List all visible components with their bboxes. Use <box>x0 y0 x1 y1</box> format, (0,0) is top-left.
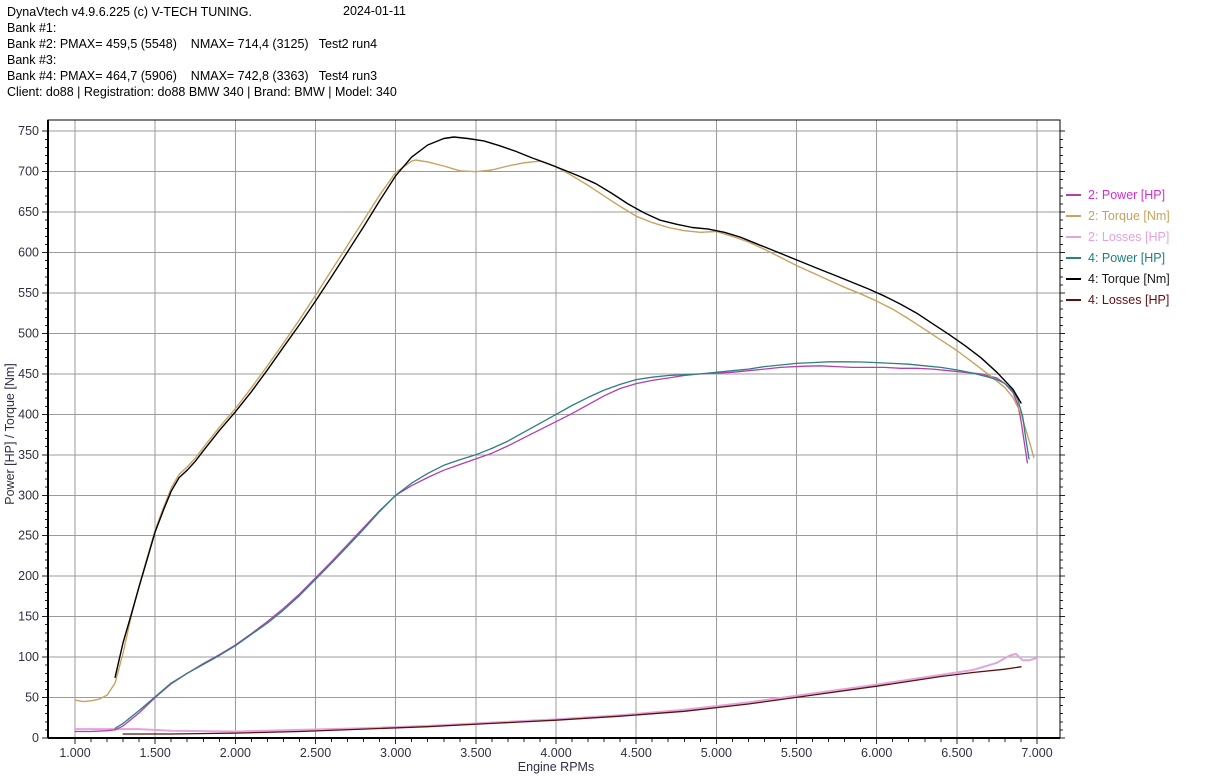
legend-label: 2: Losses [HP] <box>1088 229 1170 244</box>
y-tick-label: 200 <box>18 569 39 583</box>
y-tick-label: 100 <box>18 650 39 664</box>
bank3-line: Bank #3: <box>7 53 57 67</box>
x-tick-label: 1.500 <box>140 746 171 760</box>
plot-border <box>47 119 1061 739</box>
y-tick-label: 400 <box>18 407 39 421</box>
legend-label: 4: Power [HP] <box>1088 250 1166 265</box>
app-title: DynaVtech v4.9.6.225 (c) V-TECH TUNING. <box>7 5 252 19</box>
dyno-curves <box>74 136 1038 735</box>
y-tick-label: 150 <box>18 610 39 624</box>
x-tick-label: 4.000 <box>540 746 571 760</box>
legend-item-2-power-hp-[interactable]: 2: Power [HP] <box>1066 184 1212 205</box>
client-line: Client: do88 | Registration: do88 BMW 34… <box>7 85 397 99</box>
y-tick-label: 600 <box>18 246 39 260</box>
plot-frame <box>47 119 1061 739</box>
legend-item-2-losses-hp-[interactable]: 2: Losses [HP] <box>1066 226 1212 247</box>
x-tick-label: 5.000 <box>701 746 732 760</box>
legend-line-swatch <box>1066 277 1081 280</box>
legend-label: 4: Torque [Nm] <box>1088 271 1170 286</box>
legend-label: 2: Power [HP] <box>1088 187 1166 202</box>
grid-lines <box>48 120 1060 738</box>
legend-line-swatch <box>1066 235 1081 238</box>
y-tick-label: 700 <box>18 165 39 179</box>
x-tick-label: 6.500 <box>941 746 972 760</box>
y-tick-label: 0 <box>32 731 39 745</box>
x-tick-label: 3.000 <box>380 746 411 760</box>
y-tick-label: 50 <box>25 691 39 705</box>
x-tick-label: 1.000 <box>59 746 90 760</box>
y-tick-label: 550 <box>18 286 39 300</box>
legend-label: 4: Losses [HP] <box>1088 292 1170 307</box>
series-line-4-losses-hp- <box>122 666 1022 735</box>
x-tick-label: 4.500 <box>621 746 652 760</box>
x-tick-label: 3.500 <box>460 746 491 760</box>
x-tick-label: 5.500 <box>781 746 812 760</box>
y-tick-label: 300 <box>18 488 39 502</box>
chart-legend: 2: Power [HP] 2: Torque [Nm] 2: Losses [HP… <box>1066 184 1212 310</box>
series-line-4-torque-nm- <box>114 136 1022 678</box>
series-line-2-power-hp- <box>74 365 1029 733</box>
y-tick-label: 350 <box>18 448 39 462</box>
legend-line-swatch <box>1066 214 1081 217</box>
legend-line-swatch <box>1066 256 1081 259</box>
tick-labels: 1.000 1.500 2.000 2.500 3.000 3.500 4.000 4.500… <box>18 124 1053 760</box>
y-tick-label: 650 <box>18 205 39 219</box>
y-axis-label: Power [HP] / Torque [Nm] <box>3 363 17 505</box>
y-tick-label: 250 <box>18 529 39 543</box>
legend-item-4-torque-nm-[interactable]: 4: Torque [Nm] <box>1066 268 1212 289</box>
x-tick-label: 2.500 <box>300 746 331 760</box>
y-tick-label: 450 <box>18 367 39 381</box>
y-tick-label: 750 <box>18 124 39 138</box>
legend-label: 2: Torque [Nm] <box>1088 208 1170 223</box>
series-line-4-power-hp- <box>114 361 1030 729</box>
bank4-line: Bank #4: PMAX= 464,7 (5906) NMAX= 742,8 … <box>7 69 378 83</box>
legend-item-2-torque-nm-[interactable]: 2: Torque [Nm] <box>1066 205 1212 226</box>
x-tick-label: 7.000 <box>1021 746 1052 760</box>
bank2-line: Bank #2: PMAX= 459,5 (5548) NMAX= 714,4 … <box>7 37 378 51</box>
legend-line-swatch <box>1066 193 1081 196</box>
x-tick-label: 6.000 <box>861 746 892 760</box>
x-axis-label: Engine RPMs <box>518 760 594 774</box>
y-tick-label: 500 <box>18 326 39 340</box>
axis-ticks <box>42 130 1065 744</box>
legend-item-4-losses-hp-[interactable]: 4: Losses [HP] <box>1066 289 1212 310</box>
report-date: 2024-01-11 <box>343 4 407 18</box>
legend-item-4-power-hp-[interactable]: 4: Power [HP] <box>1066 247 1212 268</box>
x-tick-label: 2.000 <box>220 746 251 760</box>
legend-line-swatch <box>1066 298 1081 301</box>
bank1-line: Bank #1: <box>7 21 57 35</box>
series-line-2-losses-hp- <box>74 652 1038 733</box>
series-line-2-torque-nm- <box>74 159 1035 703</box>
